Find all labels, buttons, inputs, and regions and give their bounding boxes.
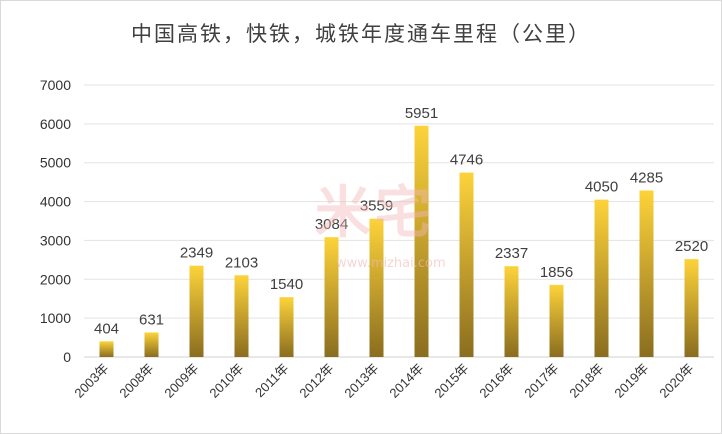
y-axis-ticks: 0 1000 2000 3000 4000 5000 6000 7000 — [40, 77, 71, 365]
data-label: 4746 — [450, 152, 483, 169]
bar — [144, 332, 159, 357]
data-label: 5951 — [405, 105, 438, 122]
bar — [369, 218, 384, 357]
x-tick-label: 2020年 — [656, 361, 696, 401]
data-label: 3559 — [360, 198, 393, 215]
data-label: 2337 — [495, 245, 528, 262]
bar — [639, 190, 654, 357]
y-tick-label: 3000 — [40, 232, 71, 248]
y-tick-label: 1000 — [40, 310, 71, 326]
x-tick-label: 2010年 — [206, 361, 246, 401]
bar — [99, 341, 114, 357]
bars — [99, 125, 699, 358]
y-tick-label: 4000 — [40, 194, 71, 210]
bar — [504, 266, 519, 357]
x-tick-label: 2011年 — [252, 361, 292, 401]
bar — [324, 237, 339, 357]
x-tick-label: 2003年 — [71, 361, 111, 401]
y-tick-label: 7000 — [40, 77, 71, 93]
x-axis-ticks: 2003年 2008年 2009年 2010年 2011年 2012年 2013年 2014年… — [71, 361, 696, 401]
x-tick-label: 2009年 — [161, 361, 201, 401]
data-label: 2520 — [675, 238, 708, 255]
data-label: 1540 — [270, 276, 303, 293]
bar — [459, 172, 474, 357]
bar — [414, 125, 429, 358]
y-tick-label: 2000 — [40, 271, 71, 287]
chart-title: 中国高铁，快铁，城铁年度通车里程（公里） — [131, 22, 591, 46]
bar — [234, 275, 249, 357]
gridlines — [84, 84, 714, 358]
x-tick-label: 2019年 — [611, 361, 651, 401]
x-tick-label: 2018年 — [566, 361, 606, 401]
data-label: 4050 — [585, 179, 618, 196]
data-label: 2103 — [225, 254, 258, 271]
data-labels: 404 631 2349 2103 1540 3084 3559 5951 4746 2337 18… — [94, 105, 708, 338]
x-tick-label: 2015年 — [431, 361, 471, 401]
data-label: 404 — [94, 320, 119, 337]
x-tick-label: 2012年 — [296, 361, 336, 401]
bar — [684, 259, 699, 357]
x-tick-label: 2016年 — [476, 361, 516, 401]
bar — [549, 284, 564, 357]
y-tick-label: 6000 — [40, 116, 71, 132]
y-tick-label: 5000 — [40, 155, 71, 171]
x-tick-label: 2017年 — [521, 361, 561, 401]
x-tick-label: 2014年 — [386, 361, 426, 401]
data-label: 631 — [139, 311, 164, 328]
y-tick-label: 0 — [63, 349, 71, 365]
bar — [279, 297, 294, 357]
bar — [189, 265, 204, 357]
data-label: 3084 — [315, 216, 348, 233]
x-tick-label: 2013年 — [341, 361, 381, 401]
data-label: 1856 — [540, 264, 573, 281]
x-tick-label: 2008年 — [116, 361, 156, 401]
bar — [594, 199, 609, 357]
data-label: 2349 — [180, 245, 213, 262]
data-label: 4285 — [630, 169, 663, 186]
